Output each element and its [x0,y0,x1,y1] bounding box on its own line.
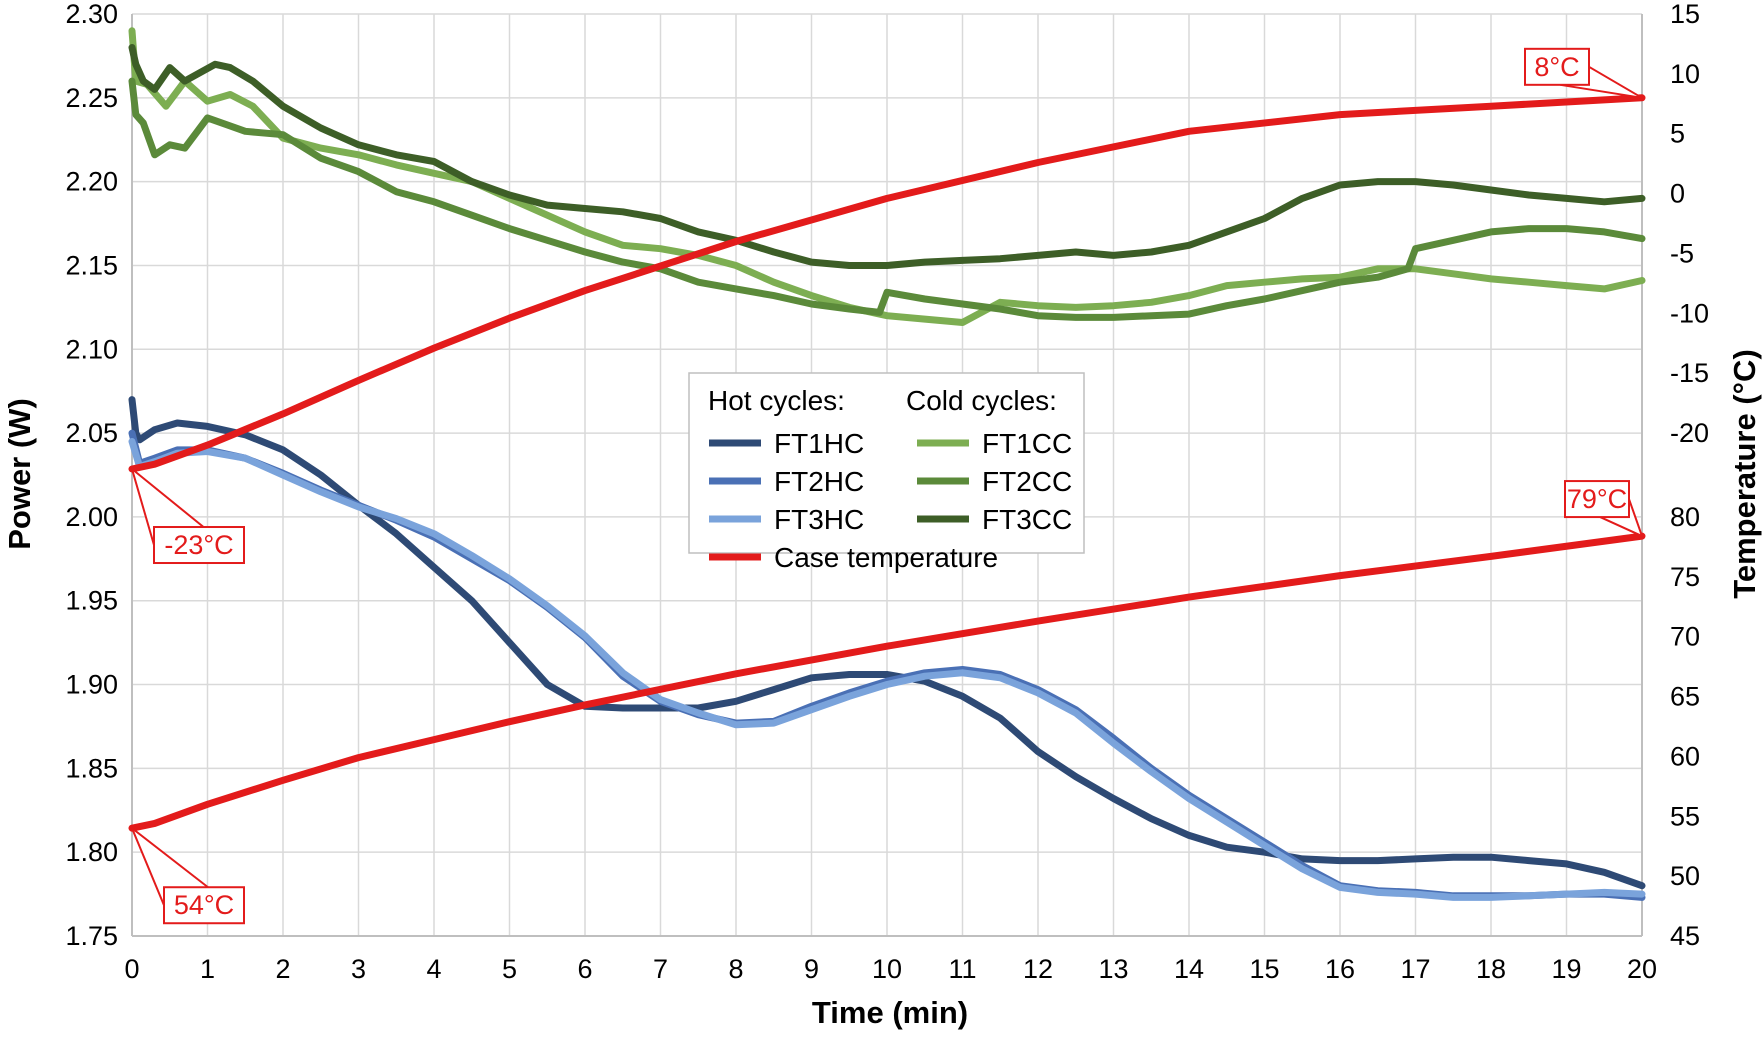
y-tick-label: 2.00 [65,502,118,532]
callout-0: 8°C [1524,47,1643,99]
y2-lower-tick-label: 45 [1670,921,1700,951]
callout-layer: 8°C -23°C 79°C 54°C [129,47,1644,925]
x-tick-label: 0 [124,954,139,984]
callout-box [163,886,245,925]
legend: Hot cycles: Cold cycles: FT1HC FT2HC FT3… [688,372,1085,573]
legend-hot-header: Hot cycles: [708,385,845,416]
callout-label: 54°C [174,890,234,920]
legend-label-ft2cc: FT2CC [982,466,1072,497]
legend-label-ft3cc: FT3CC [982,504,1072,535]
callout-1: -23°C [130,466,245,565]
y2-lower-tick-label: 75 [1670,562,1700,592]
series-line-ft3hc [128,438,1646,901]
y-tick-label: 2.10 [65,334,118,364]
y-tick-label: 2.25 [65,83,118,113]
x-tick-label: 13 [1098,954,1128,984]
y2-axis-title: Temperature (°C) [1727,349,1762,599]
x-tick-label: 6 [577,954,592,984]
x-tick-label: 2 [275,954,290,984]
y-tick-label: 2.20 [65,167,118,197]
legend-label-ft1hc: FT1HC [774,428,864,459]
callout-pointer [129,825,209,906]
legend-label-ft1cc: FT1CC [982,428,1072,459]
y2-upper-tick-label: 15 [1670,0,1700,29]
y2-upper-tick-label: -5 [1670,238,1694,268]
y2-lower-tick-label: 80 [1670,502,1700,532]
x-tick-label: 16 [1325,954,1355,984]
x-tick-label: 10 [872,954,902,984]
callout-label: -23°C [164,530,233,560]
x-tick-label: 5 [502,954,517,984]
y-axis-title: Power (W) [2,398,37,550]
y2-lower-tick-label: 60 [1670,741,1700,771]
x-tick-label: 18 [1476,954,1506,984]
x-tick-label: 14 [1174,954,1204,984]
axes-layer: 0 1 2 3 4 5 6 7 8 9 10 11 12 13 14 15 16 17 18 19 201.751.80… [65,0,1709,984]
callout-box [153,526,245,565]
y-tick-label: 1.75 [65,921,118,951]
x-tick-label: 15 [1249,954,1279,984]
y2-lower-tick-label: 55 [1670,801,1700,831]
y2-upper-tick-label: 0 [1670,179,1685,209]
series-line-case-temperature-hot [128,532,1646,832]
y2-lower-tick-label: 50 [1670,861,1700,891]
y-tick-label: 1.85 [65,753,118,783]
y2-lower-tick-label: 70 [1670,622,1700,652]
y2-upper-tick-label: -15 [1670,358,1709,388]
legend-label-ft3hc: FT3HC [774,504,864,535]
legend-cold-header: Cold cycles: [906,385,1057,416]
y2-lower-tick-label: 65 [1670,682,1700,712]
y2-upper-tick-label: 10 [1670,59,1700,89]
series-line-case-temperature-cold [128,94,1646,473]
y-tick-label: 2.30 [65,0,118,29]
series-layer [128,27,1646,901]
x-tick-label: 12 [1023,954,1053,984]
legend-label-case-temp: Case temperature [774,542,998,573]
y-tick-label: 1.90 [65,670,118,700]
y2-upper-tick-label: 5 [1670,119,1685,149]
series-line-ft3cc [128,44,1646,269]
legend-label-ft2hc: FT2HC [774,466,864,497]
legend-box [688,372,1085,554]
y-tick-label: 2.15 [65,250,118,280]
y-tick-label: 1.80 [65,837,118,867]
y2-upper-tick-label: -20 [1670,418,1709,448]
callout-label: 79°C [1567,484,1627,514]
x-tick-label: 19 [1551,954,1581,984]
x-tick-label: 1 [200,954,215,984]
x-tick-label: 3 [351,954,366,984]
series-line-ft2cc [128,77,1646,321]
x-tick-label: 11 [948,954,976,984]
series-line-ft1cc [128,27,1646,326]
y-tick-label: 2.05 [65,418,118,448]
series-line-ft1hc [128,396,1646,890]
x-tick-label: 8 [728,954,743,984]
x-axis-title: Time (min) [812,995,968,1030]
callout-2: 79°C [1564,480,1644,538]
x-tick-label: 20 [1627,954,1657,984]
callout-3: 54°C [129,825,245,925]
callout-box [1564,480,1630,519]
callout-label: 8°C [1534,52,1579,82]
x-tick-label: 7 [653,954,668,984]
x-tick-label: 4 [426,954,441,984]
x-tick-label: 9 [804,954,819,984]
x-tick-label: 17 [1400,954,1430,984]
y-tick-label: 1.95 [65,586,118,616]
callout-box [1524,47,1590,86]
y2-upper-tick-label: -10 [1670,298,1709,328]
